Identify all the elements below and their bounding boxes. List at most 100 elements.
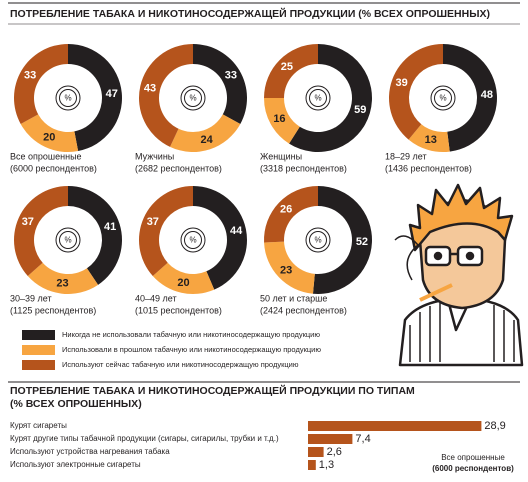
donut-segment — [264, 186, 318, 243]
category-label: Используют устройства нагревания табака — [10, 447, 170, 456]
pie-label: Все опрошенные — [10, 151, 82, 161]
donut-segment — [193, 44, 247, 125]
donut-segment — [312, 186, 372, 294]
legend-swatch — [22, 360, 55, 370]
center-ring — [184, 231, 202, 249]
donut-segment — [68, 44, 123, 152]
donut-segment — [264, 98, 300, 144]
value-label: 7,4 — [355, 433, 370, 445]
center-label: % — [189, 94, 196, 103]
donut-segment — [264, 241, 315, 294]
legend-swatch — [22, 345, 55, 355]
center-ring — [305, 227, 331, 253]
title: ПОТРЕБЛЕНИЕ ТАБАКА И НИКОТИНОСОДЕРЖАЩЕЙ … — [10, 7, 490, 20]
legend-label: Используют сейчас табачную или никотинос… — [62, 360, 299, 369]
legend-label: Использовали в прошлом табачную или нико… — [62, 345, 321, 354]
segment-label: 33 — [24, 70, 36, 82]
donut-segment — [152, 262, 215, 294]
segment-label: 37 — [147, 216, 159, 228]
donut-segment — [264, 44, 318, 98]
center-ring — [309, 89, 327, 107]
smoker-illustration — [394, 183, 524, 367]
center-ring — [184, 89, 202, 107]
category-label: Курят другие типы табачной продукции (си… — [10, 434, 279, 443]
annotation-sub: (6000 респондентов) — [432, 464, 514, 473]
segment-label: 37 — [22, 216, 34, 228]
center-ring — [434, 89, 452, 107]
segment-label: 20 — [43, 132, 55, 144]
pie-respondents: (1015 респондентов) — [135, 305, 222, 315]
segment-label: 20 — [177, 277, 189, 289]
segment-label: 41 — [104, 221, 116, 233]
pie-label: 30–39 лет — [10, 293, 52, 303]
pie-respondents: (6000 респондентов) — [10, 163, 97, 173]
center-ring — [59, 89, 77, 107]
center-ring — [180, 85, 206, 111]
donut-segment — [389, 44, 443, 140]
annotation: Все опрошенные — [441, 453, 505, 462]
pie-label: Мужчины — [135, 151, 174, 161]
donut-segment — [68, 186, 122, 285]
bar — [308, 421, 482, 431]
center-ring — [430, 85, 456, 111]
center-ring — [55, 85, 81, 111]
segment-label: 16 — [273, 113, 285, 125]
value-label: 2,6 — [327, 446, 342, 458]
donut-segment — [20, 114, 79, 152]
donut-segment — [27, 262, 99, 295]
segment-label: 47 — [106, 88, 118, 100]
center-ring — [180, 227, 206, 253]
donut-segment — [443, 44, 498, 152]
pie-label: 18–29 лет — [385, 151, 427, 161]
donut-segment — [13, 44, 69, 125]
bar — [308, 460, 316, 470]
bar — [308, 434, 353, 444]
donut-segment — [193, 186, 247, 290]
segment-label: 59 — [354, 104, 366, 116]
center-ring — [55, 227, 81, 253]
bar — [308, 447, 324, 457]
center-ring — [305, 85, 331, 111]
bar-chart-title: ПОТРЕБЛЕНИЕ ТАБАКА И НИКОТИНОСОДЕРЖАЩЕЙ … — [10, 384, 415, 397]
center-ring — [309, 231, 327, 249]
center-label: % — [64, 236, 71, 245]
category-label: Курят сигареты — [10, 421, 67, 430]
value-label: 28,9 — [484, 420, 505, 432]
pie-label: Женщины — [260, 151, 302, 161]
pie-label: 40–49 лет — [135, 293, 177, 303]
center-label: % — [189, 236, 196, 245]
donut-segment — [408, 124, 450, 152]
segment-label: 13 — [425, 134, 437, 146]
segment-label: 43 — [144, 82, 156, 94]
bar-chart-subtitle: (% ВСЕХ ОПРОШЕННЫХ) — [10, 398, 142, 410]
center-label: % — [314, 236, 321, 245]
center-label: % — [64, 94, 71, 103]
pie-label: 50 лет и старше — [260, 293, 327, 303]
segment-label: 48 — [481, 89, 493, 101]
center-label: % — [439, 94, 446, 103]
legend-swatch — [22, 330, 55, 340]
legend-label: Никогда не использовали табачную или ник… — [62, 330, 320, 339]
segment-label: 23 — [56, 278, 68, 290]
segment-label: 26 — [280, 204, 292, 216]
pie-respondents: (1125 респондентов) — [10, 305, 96, 315]
segment-label: 44 — [230, 225, 243, 237]
pie-respondents: (3318 респондентов) — [260, 163, 347, 173]
pie-respondents: (2682 респондентов) — [135, 163, 222, 173]
donut-segment — [13, 186, 69, 277]
pie-respondents: (2424 респондентов) — [260, 305, 347, 315]
donut-segment — [138, 186, 193, 277]
segment-label: 52 — [356, 236, 368, 248]
segment-label: 25 — [281, 61, 293, 73]
center-ring — [59, 231, 77, 249]
donut-segment — [139, 44, 193, 147]
pie-respondents: (1436 респондентов) — [385, 163, 472, 173]
segment-label: 24 — [200, 134, 213, 146]
segment-label: 23 — [280, 264, 292, 276]
donut-segment — [289, 44, 372, 152]
category-label: Используют электронные сигареты — [10, 460, 141, 469]
segment-label: 33 — [225, 70, 237, 82]
value-label: 1,3 — [319, 459, 334, 471]
